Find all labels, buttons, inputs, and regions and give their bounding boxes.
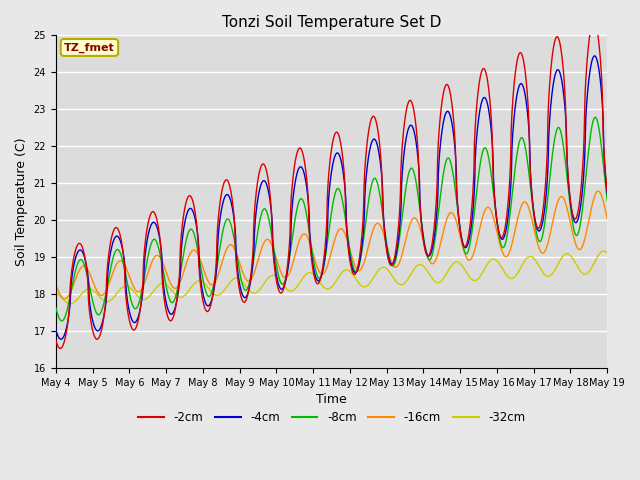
- Text: TZ_fmet: TZ_fmet: [64, 42, 115, 53]
- Title: Tonzi Soil Temperature Set D: Tonzi Soil Temperature Set D: [222, 15, 441, 30]
- Y-axis label: Soil Temperature (C): Soil Temperature (C): [15, 137, 28, 266]
- Legend: -2cm, -4cm, -8cm, -16cm, -32cm: -2cm, -4cm, -8cm, -16cm, -32cm: [133, 407, 530, 429]
- X-axis label: Time: Time: [316, 394, 347, 407]
